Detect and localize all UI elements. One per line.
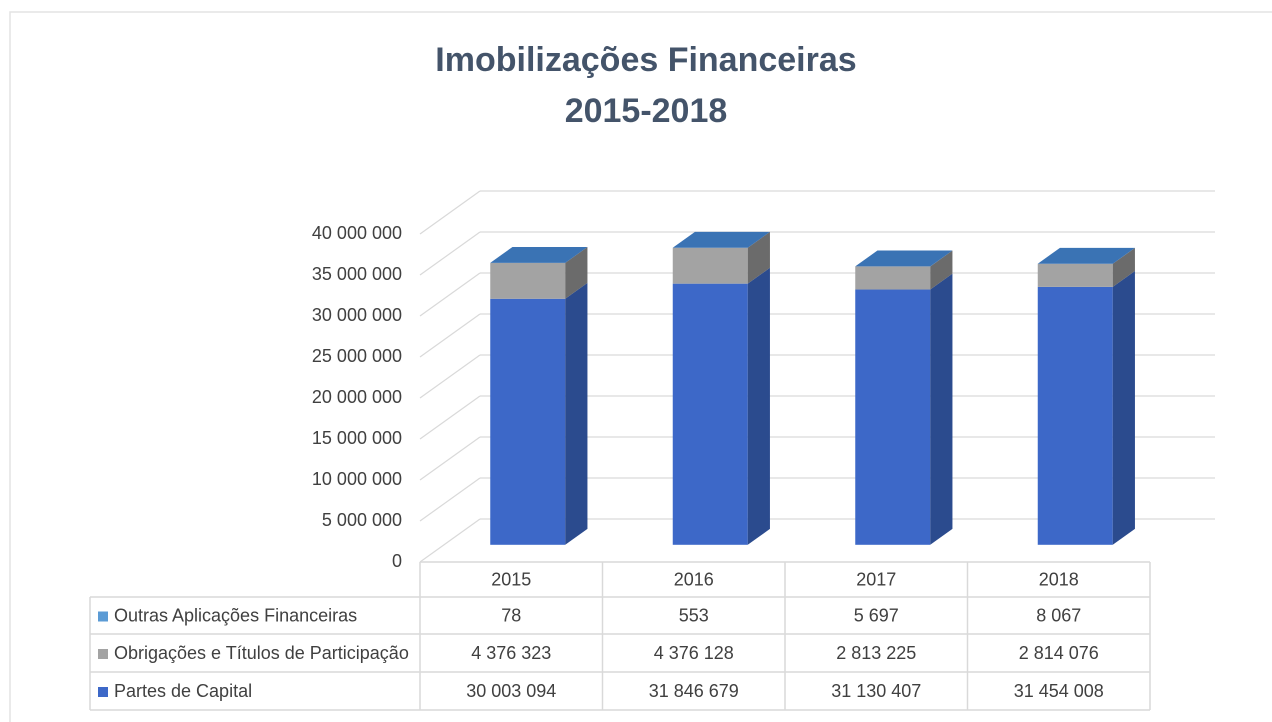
data-label: 2 813 225	[836, 643, 916, 663]
bar	[1037, 263, 1113, 287]
data-label: 553	[679, 605, 709, 625]
data-label: 31 846 679	[649, 681, 739, 701]
y-tick-label: 40 000 000	[312, 223, 402, 243]
bar	[672, 247, 748, 284]
data-label: 31 130 407	[831, 681, 921, 701]
bar-side	[930, 273, 953, 545]
bar-side	[565, 246, 588, 263]
y-tick-label: 5 000 000	[322, 510, 402, 530]
bar-side	[1112, 270, 1135, 545]
grid-line-side	[419, 395, 481, 440]
data-label: 31 454 008	[1014, 681, 1104, 701]
grid-line-side	[419, 477, 481, 522]
grid-line-side	[419, 313, 481, 358]
data-label: 5 697	[854, 605, 899, 625]
data-label: 8 067	[1036, 605, 1081, 625]
y-tick-label: 0	[392, 551, 402, 571]
bar-side	[1112, 247, 1135, 287]
legend-label: Outras Aplicações Financeiras	[114, 605, 357, 625]
y-tick-label: 20 000 000	[312, 387, 402, 407]
x-tick-label: 2017	[856, 569, 896, 589]
y-tick-label: 30 000 000	[312, 305, 402, 325]
chart-subtitle: 2015-2018	[565, 92, 728, 130]
y-tick-label: 10 000 000	[312, 469, 402, 489]
bar-top	[855, 250, 953, 267]
bar-side	[747, 267, 770, 545]
grid-line-side	[419, 354, 481, 399]
data-label: 4 376 128	[654, 643, 734, 663]
bar	[855, 266, 931, 290]
grid-line-side	[419, 231, 481, 276]
grid-line-side	[419, 272, 481, 317]
legend-key	[98, 649, 108, 659]
y-tick-label: 25 000 000	[312, 346, 402, 366]
bar-side	[930, 250, 953, 290]
legend-key	[98, 611, 108, 622]
bar-side	[747, 231, 770, 248]
x-tick-label: 2016	[674, 569, 714, 589]
bar-side	[565, 282, 588, 545]
y-tick-label: 15 000 000	[312, 428, 402, 448]
bar	[1037, 286, 1113, 545]
data-label: 2 814 076	[1019, 643, 1099, 663]
bar	[855, 289, 931, 545]
bar-side	[747, 231, 770, 284]
bar-side	[1112, 247, 1135, 264]
bar	[490, 262, 566, 299]
data-label: 78	[501, 605, 521, 625]
grid-line-side	[419, 436, 481, 481]
chart-frame	[9, 11, 1272, 722]
bar-top	[672, 231, 770, 248]
bar-side	[930, 250, 953, 267]
bar	[672, 283, 748, 545]
grid-line-side	[419, 518, 481, 563]
bar-top	[1037, 247, 1135, 264]
data-label: 30 003 094	[466, 681, 556, 701]
y-tick-label: 35 000 000	[312, 264, 402, 284]
bar	[490, 298, 566, 545]
bar-side	[565, 246, 588, 299]
legend-label: Obrigações e Títulos de Participação	[114, 643, 409, 663]
x-tick-label: 2015	[491, 569, 531, 589]
legend-label: Partes de Capital	[114, 681, 252, 701]
data-label: 4 376 323	[471, 643, 551, 663]
grid-line-side	[419, 190, 481, 235]
x-tick-label: 2018	[1039, 569, 1079, 589]
legend-key	[98, 687, 108, 697]
bar-top	[490, 246, 588, 263]
chart-title: Imobilizações Financeiras	[435, 41, 856, 79]
